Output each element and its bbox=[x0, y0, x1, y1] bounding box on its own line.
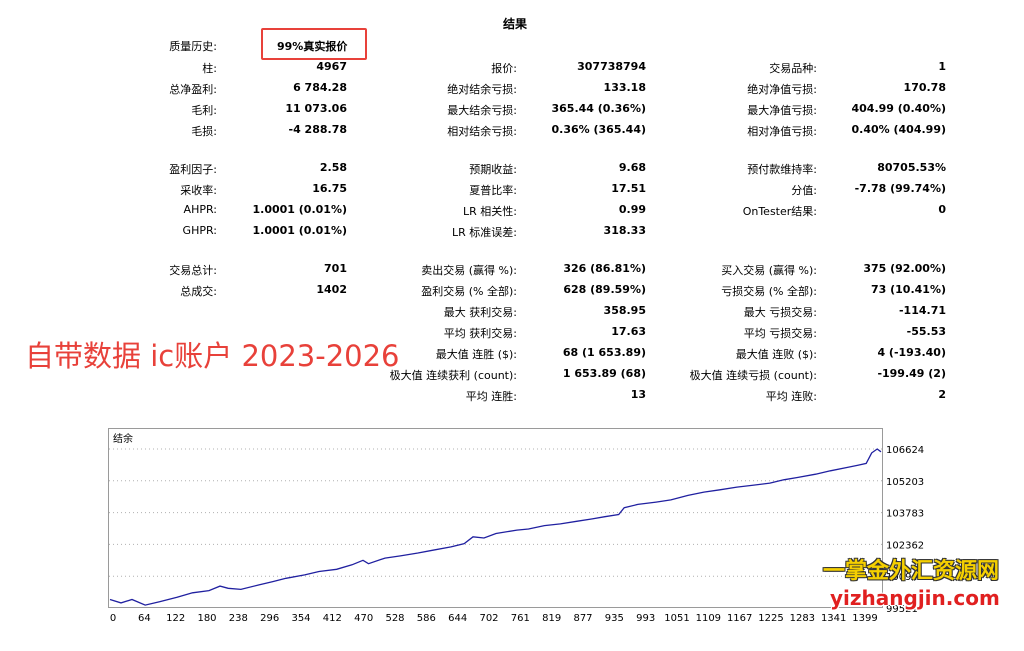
balance-series-line bbox=[110, 449, 881, 605]
y-tick-label: 102362 bbox=[886, 540, 924, 551]
y-tick-label: 103783 bbox=[886, 509, 924, 520]
x-tick-label: 528 bbox=[385, 613, 404, 624]
x-tick-label: 1167 bbox=[727, 613, 752, 624]
x-tick-label: 0 bbox=[110, 613, 116, 624]
watermark-url: yizhangjin.com bbox=[830, 586, 1000, 610]
watermark-cn: 一掌金外汇资源网 bbox=[823, 553, 999, 585]
x-tick-label: 586 bbox=[417, 613, 436, 624]
x-tick-label: 702 bbox=[479, 613, 498, 624]
x-tick-label: 64 bbox=[138, 613, 151, 624]
x-tick-label: 1225 bbox=[758, 613, 783, 624]
x-tick-label: 1341 bbox=[821, 613, 846, 624]
y-tick-label: 106624 bbox=[886, 445, 924, 456]
x-tick-label: 180 bbox=[197, 613, 216, 624]
x-tick-label: 238 bbox=[229, 613, 248, 624]
x-tick-label: 877 bbox=[573, 613, 592, 624]
x-tick-label: 819 bbox=[542, 613, 561, 624]
x-tick-label: 935 bbox=[605, 613, 624, 624]
x-tick-label: 412 bbox=[323, 613, 342, 624]
x-tick-label: 1399 bbox=[852, 613, 877, 624]
x-tick-label: 354 bbox=[291, 613, 310, 624]
x-tick-label: 470 bbox=[354, 613, 373, 624]
x-tick-label: 1051 bbox=[664, 613, 689, 624]
x-tick-label: 1109 bbox=[696, 613, 721, 624]
x-tick-label: 122 bbox=[166, 613, 185, 624]
x-tick-label: 644 bbox=[448, 613, 467, 624]
x-tick-label: 993 bbox=[636, 613, 655, 624]
x-tick-label: 1283 bbox=[790, 613, 815, 624]
x-tick-label: 761 bbox=[511, 613, 530, 624]
x-tick-label: 296 bbox=[260, 613, 279, 624]
y-tick-label: 105203 bbox=[886, 477, 924, 488]
